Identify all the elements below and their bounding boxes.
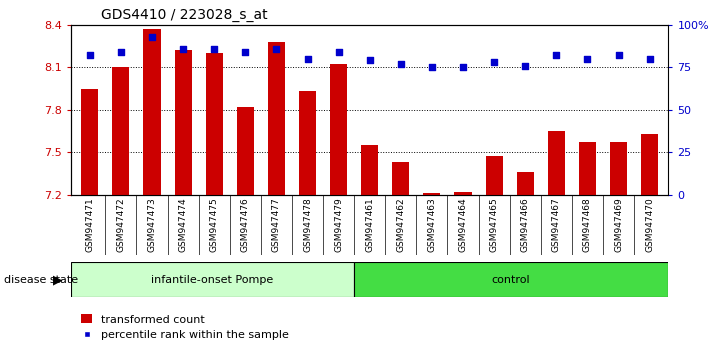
Text: GSM947467: GSM947467 [552, 198, 561, 252]
Bar [174, 50, 192, 195]
Bar [81, 88, 98, 195]
Legend: transformed count, percentile rank within the sample: transformed count, percentile rank withi… [77, 310, 294, 345]
Text: GSM947466: GSM947466 [520, 198, 530, 252]
Bar [641, 134, 658, 195]
Text: GSM947477: GSM947477 [272, 198, 281, 252]
Bar [144, 29, 161, 195]
Text: GDS4410 / 223028_s_at: GDS4410 / 223028_s_at [101, 8, 267, 22]
Bar [579, 142, 596, 195]
Point [84, 52, 95, 58]
Point [333, 49, 344, 55]
Bar [330, 64, 347, 195]
Bar [486, 156, 503, 195]
Text: GSM947468: GSM947468 [583, 198, 592, 252]
Bar [392, 162, 410, 195]
Text: GSM947474: GSM947474 [178, 198, 188, 252]
Bar [610, 142, 627, 195]
Point [457, 64, 469, 70]
Point [426, 64, 437, 70]
Bar [268, 42, 285, 195]
Text: GSM947465: GSM947465 [490, 198, 498, 252]
Bar [299, 91, 316, 195]
Point [146, 34, 158, 40]
Text: GSM947461: GSM947461 [365, 198, 374, 252]
Bar [454, 192, 471, 195]
Point [240, 49, 251, 55]
Text: GSM947473: GSM947473 [147, 198, 156, 252]
Point [364, 58, 375, 63]
Text: GSM947471: GSM947471 [85, 198, 95, 252]
Bar [423, 193, 441, 195]
Text: GSM947478: GSM947478 [303, 198, 312, 252]
Text: GSM947464: GSM947464 [459, 198, 468, 252]
Point [550, 52, 562, 58]
Point [208, 46, 220, 51]
Text: GSM947475: GSM947475 [210, 198, 219, 252]
Text: GSM947469: GSM947469 [614, 198, 623, 252]
Point [582, 56, 593, 62]
Point [271, 46, 282, 51]
Point [178, 46, 189, 51]
Point [115, 49, 127, 55]
Text: GSM947470: GSM947470 [645, 198, 654, 252]
Point [488, 59, 500, 65]
Text: GSM947476: GSM947476 [241, 198, 250, 252]
Bar [361, 145, 378, 195]
Point [395, 61, 407, 67]
Text: GSM947472: GSM947472 [117, 198, 125, 252]
Bar [354, 262, 668, 297]
Bar [517, 172, 534, 195]
Point [301, 56, 313, 62]
Point [644, 56, 656, 62]
Bar [71, 262, 354, 297]
Point [520, 63, 531, 68]
Text: ▶: ▶ [53, 273, 63, 286]
Bar [547, 131, 565, 195]
Point [613, 52, 624, 58]
Bar [237, 107, 254, 195]
Text: disease state: disease state [4, 275, 77, 285]
Text: GSM947479: GSM947479 [334, 198, 343, 252]
Text: GSM947462: GSM947462 [396, 198, 405, 252]
Bar [112, 67, 129, 195]
Bar [205, 53, 223, 195]
Text: control: control [492, 275, 530, 285]
Text: infantile-onset Pompe: infantile-onset Pompe [151, 275, 274, 285]
Text: GSM947463: GSM947463 [427, 198, 437, 252]
